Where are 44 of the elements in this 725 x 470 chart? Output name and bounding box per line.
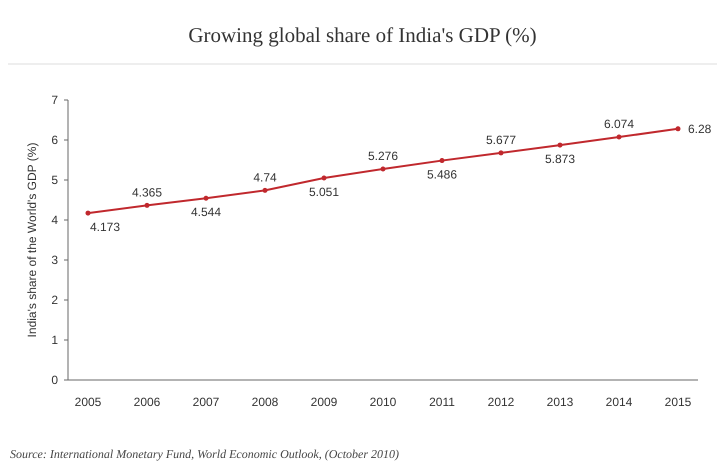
point	[498, 150, 504, 156]
source-note: Source: International Monetary Fund, World Economic Outlook, (October 2010)	[10, 447, 400, 461]
point	[86, 210, 90, 216]
x-tick-label: 2014	[606, 395, 633, 409]
x-tick-label: 2013	[546, 395, 574, 409]
data-label: 5.276	[368, 148, 398, 163]
x-tick-label: 2015	[664, 395, 692, 409]
point	[144, 202, 150, 208]
y-tick-label: 0	[51, 373, 58, 387]
y-tick-label: 2	[51, 293, 58, 307]
point	[440, 158, 444, 164]
x-tick-label: 2011	[429, 395, 456, 409]
data-label: 6.074	[604, 117, 634, 132]
x-tick-label: 2010	[370, 395, 397, 409]
x-tick-label: 2007	[192, 395, 220, 409]
y-tick-label: 5	[51, 173, 58, 187]
data-label: 5.051	[308, 184, 340, 199]
point	[262, 188, 268, 193]
point	[616, 134, 622, 140]
data-label: 4.365	[132, 185, 162, 200]
point	[322, 175, 326, 180]
y-tick-label: 1	[51, 333, 58, 347]
point	[204, 196, 208, 201]
x-tick-label: 2012	[488, 395, 515, 409]
data-label: 4.544	[190, 205, 222, 220]
data-label: 4.173	[90, 220, 120, 234]
x-tick-label: 2005	[74, 395, 102, 409]
y-tick-label: 4	[51, 213, 58, 227]
y-tick-label: 6	[51, 133, 58, 147]
point	[380, 166, 386, 172]
data-label: 5.677	[486, 132, 516, 147]
x-tick-label: 2006	[134, 395, 161, 409]
point	[558, 142, 562, 148]
y-axis-title: India's share of the World's GDP (%)	[25, 142, 39, 338]
data-label: 4.74	[253, 170, 277, 184]
data-label: 5.873	[544, 152, 576, 166]
chart-title: Growing global share of India's GDP (%)	[188, 23, 537, 47]
x-tick-label: 2008	[252, 395, 279, 409]
y-tick-label: 7	[51, 93, 58, 107]
data-label: 6.28	[688, 122, 712, 136]
point	[676, 126, 680, 132]
x-tick-label: 2009	[310, 395, 338, 409]
y-tick-label: 3	[51, 253, 58, 267]
data-label: 5.486	[426, 168, 458, 182]
